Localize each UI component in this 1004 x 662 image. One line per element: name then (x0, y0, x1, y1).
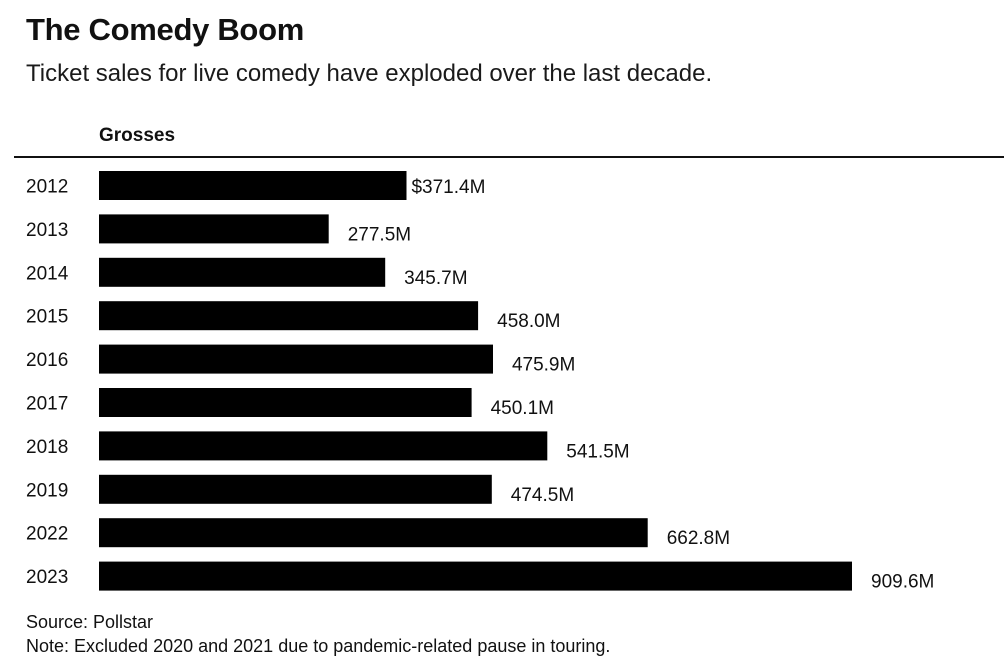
bar-2014 (99, 257, 386, 287)
category-label: 2022 (26, 524, 68, 545)
value-label: 475.9M (512, 355, 575, 376)
chart-subtitle: Ticket sales for live comedy have explod… (26, 60, 713, 87)
source-note: Source: Pollstar (26, 612, 154, 632)
bar-2012 (99, 171, 407, 200)
category-label: 2018 (26, 437, 68, 458)
value-label: $371.4M (411, 177, 485, 198)
bar-2023 (99, 561, 852, 591)
bar-2016 (99, 344, 493, 374)
category-label: 2012 (26, 177, 68, 198)
category-label: 2019 (26, 480, 68, 501)
value-label: 662.8M (667, 528, 730, 549)
value-label: 474.5M (511, 485, 574, 506)
footnote: Note: Excluded 2020 and 2021 due to pand… (26, 636, 611, 656)
category-label: 2023 (26, 567, 68, 588)
bar-chart: 2012 $371.4M 2013 277.5M 2014 345.7M 2015 458.0… (26, 171, 934, 593)
bar-2013 (99, 214, 329, 244)
series-label: Grosses (99, 125, 176, 146)
category-label: 2016 (26, 350, 68, 371)
bar-2019 (99, 474, 492, 504)
top-rule (14, 156, 1004, 158)
value-label: 909.6M (871, 572, 934, 593)
value-label: 541.5M (566, 441, 629, 462)
category-label: 2014 (26, 263, 69, 284)
value-label: 277.5M (348, 224, 411, 245)
chart-title: The Comedy Boom (26, 12, 304, 47)
bar-2022 (99, 518, 648, 548)
value-label: 458.0M (497, 311, 560, 332)
bar-2015 (99, 301, 479, 331)
value-label: 450.1M (491, 398, 554, 419)
category-label: 2017 (26, 394, 68, 415)
value-label: 345.7M (404, 268, 467, 289)
category-label: 2013 (26, 220, 68, 241)
bar-2018 (99, 431, 548, 461)
category-label: 2015 (26, 307, 68, 328)
bar-2017 (99, 388, 472, 417)
